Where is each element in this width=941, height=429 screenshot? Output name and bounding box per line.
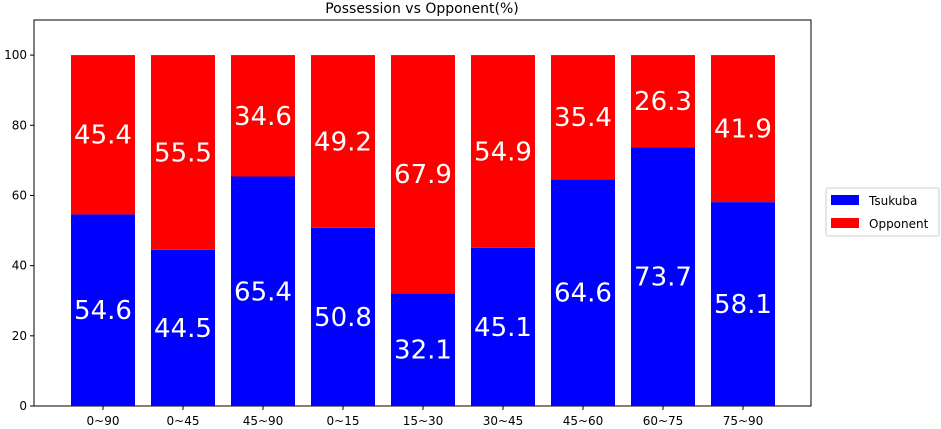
y-tick-label-1: 20 — [12, 329, 27, 343]
data-label-tsukuba-2: 65.4 — [234, 277, 292, 307]
y-tick-label-2: 40 — [12, 259, 27, 273]
bar-opponent-5 — [471, 55, 535, 248]
bars-group — [71, 55, 775, 406]
chart-title: Possession vs Opponent(%) — [325, 1, 519, 17]
legend: Tsukuba Opponent — [825, 187, 940, 237]
bar-opponent-3 — [311, 55, 375, 228]
data-label-tsukuba-1: 44.5 — [154, 314, 212, 344]
legend-label-tsukuba: Tsukuba — [868, 194, 917, 208]
bar-tsukuba-7 — [631, 147, 695, 406]
bar-tsukuba-2 — [231, 176, 295, 406]
data-label-opponent-4: 67.9 — [394, 160, 452, 190]
x-tick-label-7: 60~75 — [643, 414, 684, 428]
data-label-tsukuba-3: 50.8 — [314, 303, 372, 333]
x-tick-label-6: 45~60 — [563, 414, 604, 428]
y-tick-label-3: 60 — [12, 188, 27, 202]
data-label-tsukuba-0: 54.6 — [74, 296, 132, 326]
bar-tsukuba-6 — [551, 179, 615, 406]
bar-tsukuba-4 — [391, 293, 455, 406]
data-label-tsukuba-8: 58.1 — [714, 290, 772, 320]
bar-tsukuba-5 — [471, 247, 535, 406]
bar-opponent-1 — [151, 55, 215, 250]
bar-opponent-0 — [71, 55, 135, 215]
x-tick-label-1: 0~45 — [167, 414, 200, 428]
x-tick-label-4: 15~30 — [403, 414, 444, 428]
data-label-opponent-5: 54.9 — [474, 137, 532, 167]
y-tick-label-0: 0 — [19, 399, 27, 413]
bar-opponent-6 — [551, 55, 615, 180]
data-label-opponent-3: 49.2 — [314, 127, 372, 157]
bar-tsukuba-0 — [71, 214, 135, 406]
x-axis: 0~90 0~45 45~90 0~15 15~30 30~45 45~60 60~75 75~… — [87, 406, 764, 428]
legend-label-opponent: Opponent — [869, 217, 929, 231]
bar-opponent-2 — [231, 55, 295, 177]
data-label-opponent-0: 45.4 — [74, 121, 132, 151]
bar-opponent-7 — [631, 55, 695, 148]
x-tick-label-8: 75~90 — [723, 414, 764, 428]
x-tick-label-2: 45~90 — [243, 414, 284, 428]
bar-tsukuba-3 — [311, 227, 375, 406]
data-label-opponent-7: 26.3 — [634, 87, 692, 117]
data-label-opponent-2: 34.6 — [234, 102, 292, 132]
data-label-tsukuba-6: 64.6 — [554, 279, 612, 309]
bar-tsukuba-1 — [151, 249, 215, 406]
bar-tsukuba-8 — [711, 202, 775, 406]
data-label-opponent-8: 41.9 — [714, 115, 772, 145]
legend-swatch-tsukuba — [831, 195, 859, 205]
y-tick-label-4: 80 — [12, 118, 27, 132]
x-tick-label-3: 0~15 — [327, 414, 360, 428]
bar-labels-group: 54.6 45.4 44.5 55.5 65.4 34.6 50.8 49.2 32.1 67.9… — [74, 87, 772, 365]
bar-opponent-8 — [711, 55, 775, 203]
y-tick-label-5: 100 — [4, 48, 27, 62]
data-label-tsukuba-5: 45.1 — [474, 313, 532, 343]
data-label-opponent-1: 55.5 — [154, 138, 212, 168]
legend-swatch-opponent — [831, 218, 859, 228]
data-label-tsukuba-4: 32.1 — [394, 336, 452, 366]
x-tick-label-5: 30~45 — [483, 414, 524, 428]
bar-opponent-4 — [391, 55, 455, 294]
x-tick-label-0: 0~90 — [87, 414, 120, 428]
y-axis: 0 20 40 60 80 100 — [4, 48, 34, 413]
data-label-tsukuba-7: 73.7 — [634, 263, 692, 293]
data-label-opponent-6: 35.4 — [554, 103, 612, 133]
